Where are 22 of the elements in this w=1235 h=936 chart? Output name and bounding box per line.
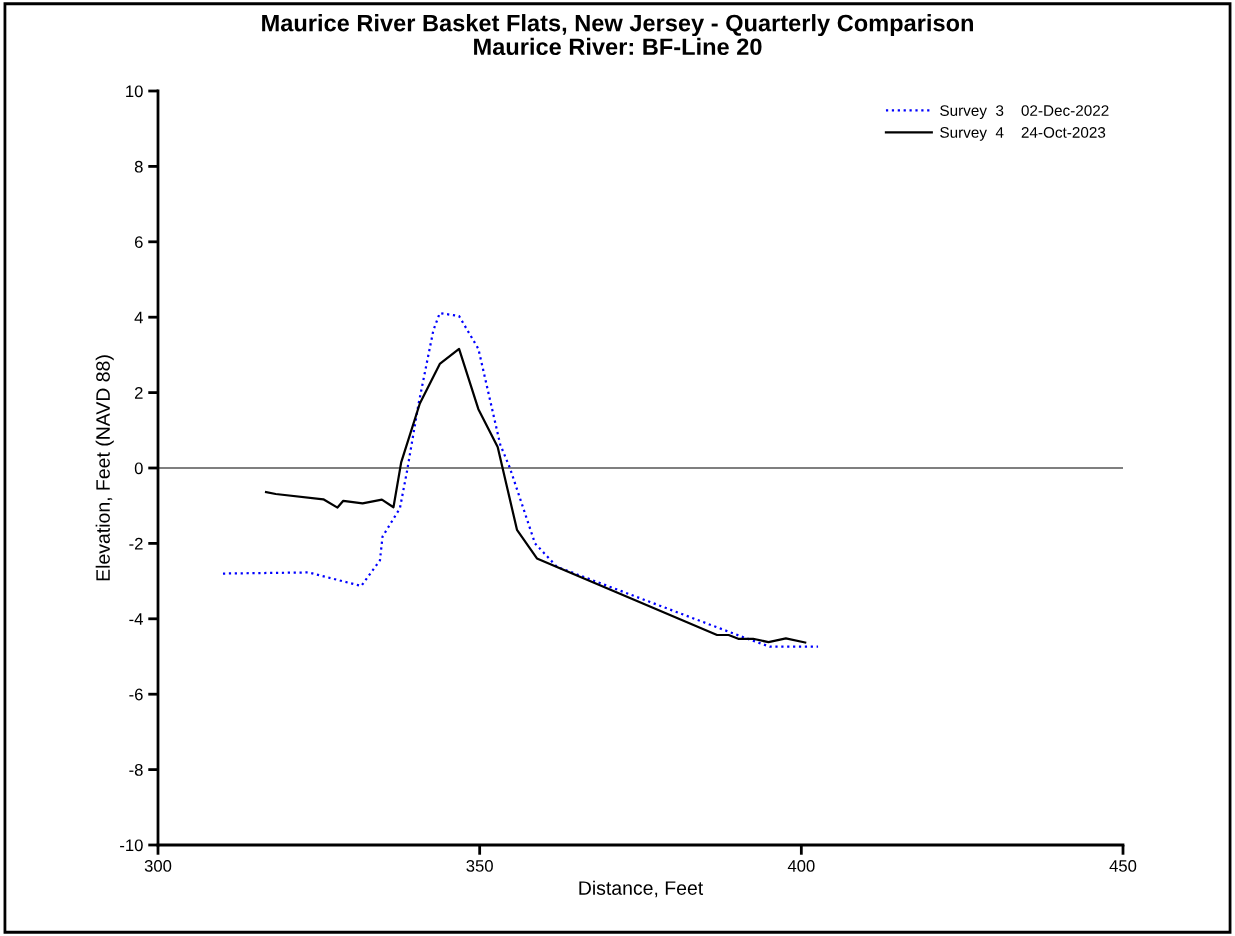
y-tick-label: 2	[134, 387, 143, 399]
y-tick-label: 8	[134, 160, 143, 173]
y-tick-label: 4	[134, 311, 143, 324]
y-tick-label: 0	[134, 462, 143, 475]
x-tick-label: 350	[466, 860, 493, 872]
legend-label: Survey 3 02-Dec-2022	[940, 105, 1109, 119]
y-tick-label: -2	[129, 537, 143, 550]
y-tick-label: -8	[129, 764, 143, 776]
legend-label: Survey 4 24-Oct-2023	[940, 127, 1106, 141]
y-tick-label: 10	[126, 85, 143, 98]
x-tick-label: 450	[1109, 860, 1137, 872]
y-tick-label: 6	[134, 236, 143, 248]
x-tick-label: 400	[787, 860, 815, 872]
y-tick-label: -4	[129, 613, 143, 625]
line-series	[221, 311, 820, 648]
x-axis-title: Distance, Feet	[579, 880, 704, 898]
chart-title: Maurice River Basket Flats, New Jersey - Quarterly Comparison Maurice River: BF-Line 20	[262, 14, 973, 56]
line-series	[264, 347, 807, 644]
x-tick-label: 300	[144, 860, 172, 872]
y-tick-label: -6	[129, 688, 143, 701]
y-axis-title: Elevation, Feet (NAVD 88)	[95, 355, 114, 581]
y-tick-label: -10	[120, 839, 143, 852]
